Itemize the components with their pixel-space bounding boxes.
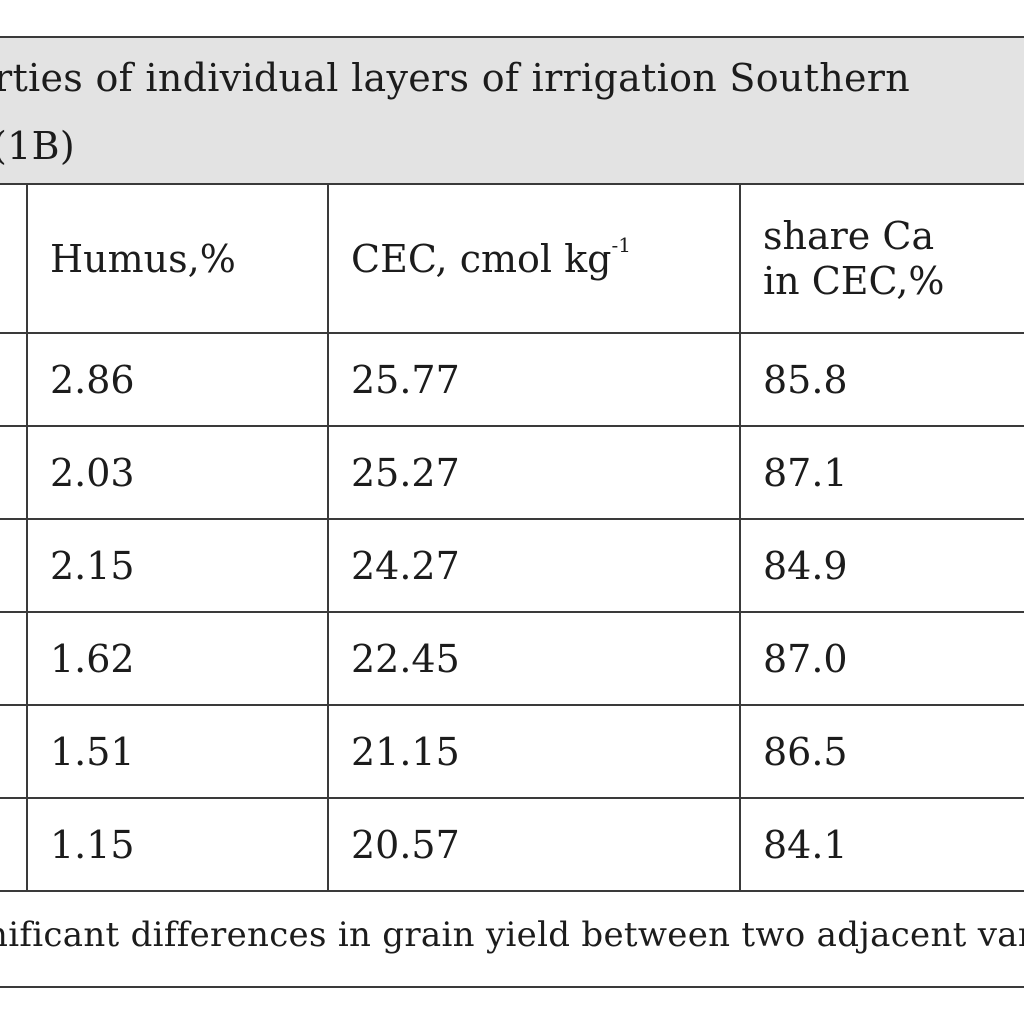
cell-humus: 1.62 [26, 611, 329, 706]
table-footnote: nificant differences in grain yield betw… [0, 915, 1024, 955]
cell-cec: 24.27 [327, 518, 741, 613]
data-table-container: Humus,% CEC, cmol kg-1 share Ca in CEC,% … [0, 183, 1024, 892]
cell-cec: 22.45 [327, 611, 741, 706]
table-row: 2.15 24.27 84.9 [0, 518, 1024, 613]
header-share-ca: share Ca in CEC,% [739, 183, 1024, 334]
header-share-line-2: in CEC,% [763, 258, 945, 303]
row-cell-cropped [0, 518, 28, 613]
header-cec: CEC, cmol kg-1 [327, 183, 741, 334]
cell-humus: 1.51 [26, 704, 329, 799]
caption-line-1: rties of individual layers of irrigation… [0, 56, 911, 100]
table-row: 2.03 25.27 87.1 [0, 425, 1024, 520]
cell-cec: 25.77 [327, 332, 741, 427]
table-row: 1.51 21.15 86.5 [0, 704, 1024, 799]
soil-properties-table: Humus,% CEC, cmol kg-1 share Ca in CEC,% … [0, 183, 1024, 892]
row-cell-cropped [0, 425, 28, 520]
cell-humus: 2.03 [26, 425, 329, 520]
header-cec-superscript: -1 [611, 232, 631, 257]
row-cell-cropped [0, 332, 28, 427]
row-cell-cropped [0, 704, 28, 799]
cell-share-ca: 85.8 [739, 332, 1024, 427]
cell-cec: 20.57 [327, 797, 741, 892]
cell-share-ca: 87.1 [739, 425, 1024, 520]
cell-humus: 2.86 [26, 332, 329, 427]
table-row: 1.62 22.45 87.0 [0, 611, 1024, 706]
bottom-rule [0, 986, 1024, 988]
cell-share-ca: 87.0 [739, 611, 1024, 706]
row-cell-cropped [0, 797, 28, 892]
table-caption: rties of individual layers of irrigation… [0, 36, 1024, 184]
header-humus: Humus,% [26, 183, 329, 334]
row-cell-cropped [0, 611, 28, 706]
header-share-line-1: share Ca [763, 214, 935, 259]
cell-cec: 25.27 [327, 425, 741, 520]
table-row: 2.86 25.77 85.8 [0, 332, 1024, 427]
table-row: 1.15 20.57 84.1 [0, 797, 1024, 892]
header-cell-cropped [0, 183, 28, 334]
caption-line-2: (1B) [0, 124, 75, 168]
header-cec-text: CEC, cmol kg [351, 236, 612, 281]
cell-humus: 1.15 [26, 797, 329, 892]
cell-share-ca: 84.1 [739, 797, 1024, 892]
cell-share-ca: 86.5 [739, 704, 1024, 799]
table-header-row: Humus,% CEC, cmol kg-1 share Ca in CEC,% [0, 183, 1024, 334]
cell-humus: 2.15 [26, 518, 329, 613]
cell-cec: 21.15 [327, 704, 741, 799]
cell-share-ca: 84.9 [739, 518, 1024, 613]
